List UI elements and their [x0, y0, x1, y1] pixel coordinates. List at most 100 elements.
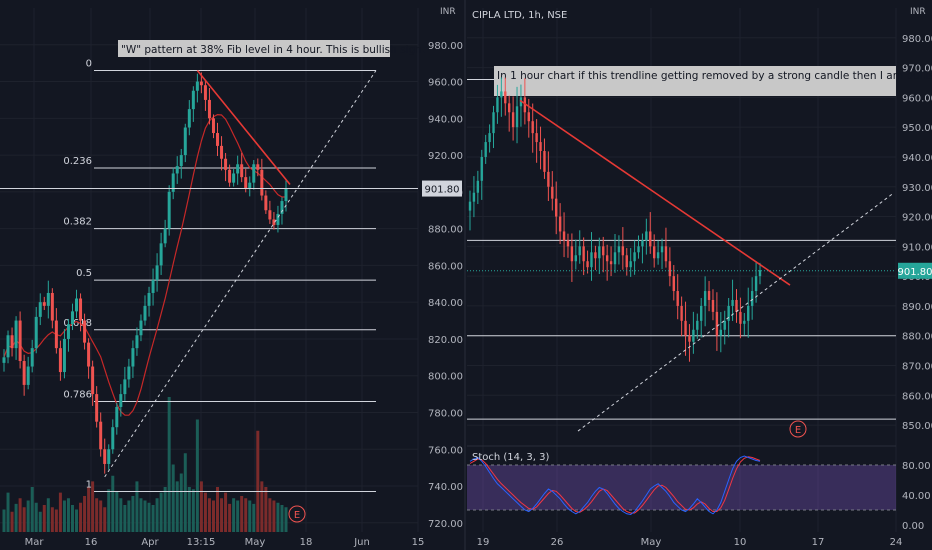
- left-volume-bar: [284, 507, 288, 532]
- left-volume-bar: [135, 481, 139, 532]
- left-candle: [203, 85, 207, 100]
- right-y-tick-label: 870.00: [902, 362, 932, 373]
- left-y-tick-label: 880.00: [428, 225, 463, 236]
- left-annotation-box: [118, 40, 390, 57]
- left-chart-panel[interactable]: 720.00 740.00 760.00 780.00 800.00 820.00 840.…: [0, 7, 463, 548]
- left-volume-bar: [151, 505, 155, 532]
- left-volume-bar: [163, 487, 167, 532]
- left-y-tick-label: 740.00: [428, 482, 463, 493]
- left-candle: [163, 228, 167, 244]
- left-volume-bar: [203, 492, 207, 532]
- left-volume-bar: [159, 492, 163, 532]
- left-candle: [183, 127, 187, 156]
- right-candle: [555, 198, 558, 217]
- right-candle: [743, 320, 746, 324]
- left-earnings-marker: [288, 505, 306, 523]
- right-candle: [676, 291, 679, 306]
- right-candle: [750, 291, 754, 306]
- left-volume-bar: [50, 507, 54, 532]
- left-candle: [26, 366, 30, 385]
- left-candle: [224, 158, 228, 170]
- left-candle: [30, 348, 34, 367]
- left-y-tick-label: 980.00: [428, 41, 463, 52]
- left-volume-bar: [199, 481, 203, 532]
- left-moving-average-line: [3, 113, 286, 416]
- right-y-tick-label: 940.00: [902, 153, 932, 164]
- left-y-tick-label: 800.00: [428, 372, 463, 383]
- left-y-tick-label: 940.00: [428, 114, 463, 125]
- left-x-tick-label: Mar: [25, 537, 45, 548]
- left-volume-bar: [91, 481, 95, 532]
- right-candle: [480, 156, 483, 181]
- right-candle: [496, 97, 499, 113]
- right-candle: [558, 216, 562, 232]
- left-candle: [66, 324, 70, 339]
- left-candle: [248, 182, 252, 189]
- right-candle: [515, 106, 519, 128]
- left-volume-bar: [268, 498, 272, 532]
- left-candle: [119, 394, 123, 407]
- left-candle: [103, 449, 107, 464]
- right-candle: [578, 246, 581, 256]
- right-x-tick-label: 19: [477, 537, 490, 548]
- right-y-unit-label: INR: [910, 7, 926, 17]
- right-candle: [531, 121, 534, 134]
- left-candle: [155, 265, 159, 281]
- left-volume-bar: [119, 498, 123, 532]
- left-y-tick-label: 860.00: [428, 261, 463, 272]
- left-volume-bar: [264, 487, 268, 532]
- left-candle: [220, 145, 224, 159]
- right-candle: [672, 276, 675, 292]
- fib-level-label: 0: [86, 59, 92, 70]
- left-y-tick-label: 920.00: [428, 151, 463, 162]
- fib-level-label: 0.618: [63, 318, 92, 329]
- left-candle: [268, 210, 272, 220]
- left-candle: [87, 342, 91, 367]
- right-candle: [645, 231, 648, 241]
- left-candle: [199, 81, 203, 86]
- left-y-tick-label: 840.00: [428, 298, 463, 309]
- right-earnings-marker: [789, 420, 807, 438]
- left-volume-bar: [79, 502, 83, 532]
- left-candle: [135, 335, 139, 349]
- fib-level-label: 0.5: [76, 268, 92, 279]
- left-candle: [240, 164, 244, 178]
- left-x-tick-label: 16: [85, 537, 98, 548]
- left-volume-bar: [34, 502, 38, 532]
- right-candle: [543, 151, 546, 172]
- left-volume-bar: [14, 503, 18, 532]
- left-y-tick-label: 720.00: [428, 519, 463, 530]
- stoch-d-line: [469, 456, 761, 514]
- stoch-y-tick-label: 40.00: [902, 491, 931, 502]
- right-x-tick-label: May: [641, 537, 662, 548]
- left-volume-bar: [66, 498, 70, 532]
- stoch-band: [467, 465, 896, 510]
- right-candle: [472, 192, 476, 202]
- right-candle: [703, 291, 707, 306]
- left-volume-bar: [115, 491, 119, 532]
- right-candle: [594, 252, 597, 259]
- right-y-tick-label: 920.00: [902, 213, 932, 224]
- right-chart-panel[interactable]: 850.00860.00870.00880.00890.00900.00910.…: [467, 7, 932, 548]
- right-candle: [613, 252, 617, 265]
- right-candle: [668, 261, 672, 277]
- left-volume-bar: [240, 496, 244, 532]
- left-current-price-badge-bg: [422, 180, 462, 197]
- left-volume-bar: [155, 498, 159, 532]
- left-volume-bar: [123, 505, 127, 532]
- left-volume-bar: [232, 498, 236, 532]
- left-candle: [143, 305, 147, 321]
- left-volume-bar: [18, 498, 22, 532]
- left-volume-bar: [143, 500, 147, 532]
- left-candle: [211, 118, 215, 134]
- left-volume-bar: [58, 492, 62, 532]
- right-candle: [590, 252, 593, 268]
- right-candle: [633, 252, 636, 262]
- right-candle: [562, 231, 566, 241]
- right-candle: [574, 255, 578, 262]
- left-candle: [272, 219, 276, 225]
- left-y-tick-label: 780.00: [428, 408, 463, 419]
- right-candle: [586, 261, 589, 268]
- left-candle: [95, 394, 99, 422]
- right-candle: [488, 133, 491, 143]
